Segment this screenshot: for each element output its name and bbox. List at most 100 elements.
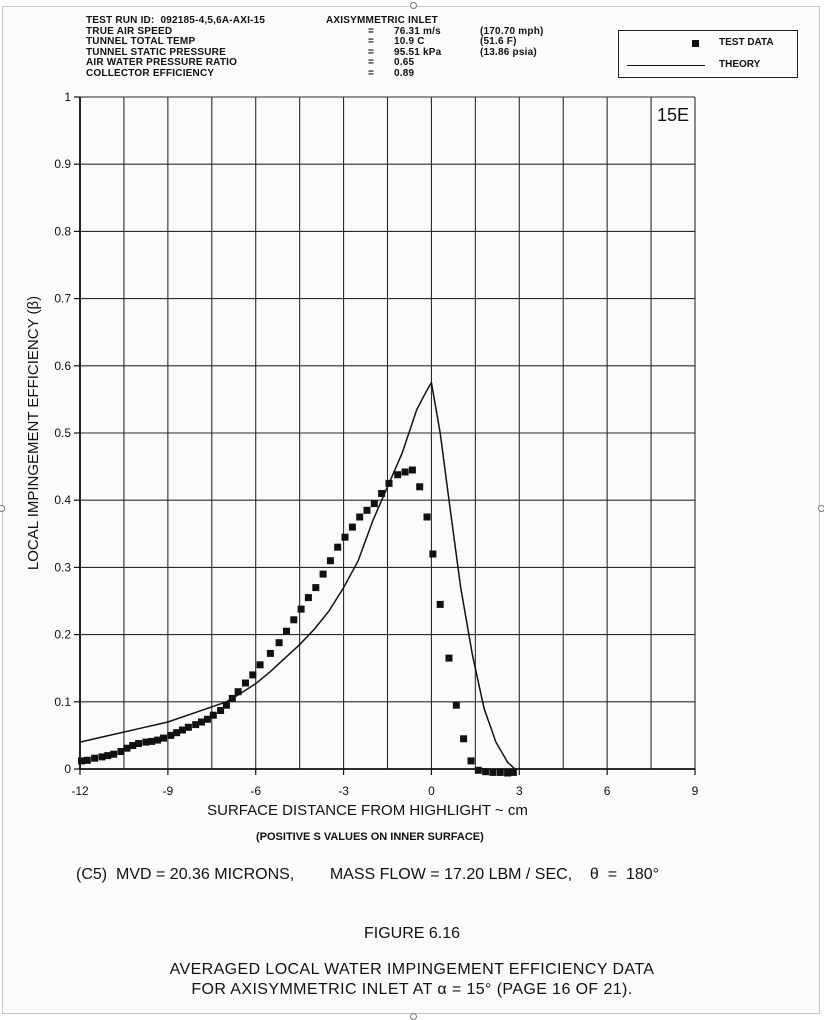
test-data-point [496,768,504,776]
y-tick-label: 0.3 [54,560,71,574]
test-data-point [429,550,437,558]
legend-entry-theory: THEORY [619,57,797,75]
x-tick-label: -6 [250,784,261,798]
test-data-point [326,557,334,565]
condition-row: COLLECTOR EFFICIENCY = 0.89 [86,68,606,80]
test-data-point [167,731,175,739]
test-run-row: TEST RUN ID: 092185-4,5,6A-AXI-15 AXISYM… [86,15,606,27]
test-data-point [460,735,468,743]
test-data-point [192,721,200,729]
condition-alt-value: (51.6 F) [480,36,517,48]
test-conditions-header: TEST RUN ID: 092185-4,5,6A-AXI-15 AXISYM… [86,15,606,80]
resize-handle-bottom[interactable] [410,1013,417,1020]
condition-label: TRUE AIR SPEED [86,25,173,37]
test-data-point [423,513,431,521]
test-run-label-line: TEST RUN ID: 092185-4,5,6A-AXI-15 [86,15,266,27]
test-data-point [160,734,167,742]
condition-label: TUNNEL TOTAL TEMP [86,36,196,48]
line-marker-icon [627,65,705,66]
chart-legend: TEST DATA THEORY [618,30,798,78]
y-tick-label: 0.2 [54,628,71,642]
test-data-point [304,594,312,602]
test-data-point [78,757,85,765]
test-data-point [370,500,378,508]
condition-label: TUNNEL STATIC PRESSURE [86,46,226,58]
test-data-point [129,742,137,749]
condition-value: 76.31 m/s [394,25,441,37]
x-tick-label: 3 [516,784,523,798]
legend-label: TEST DATA [719,37,774,48]
test-data-point [445,654,453,662]
legend-entry-test-data: TEST DATA [619,35,797,53]
test-data-point [290,616,298,624]
test-data-point [394,471,402,479]
x-tick-label: -12 [71,784,89,798]
test-data-point [91,754,99,762]
test-run-id: 092185-4,5,6A-AXI-15 [160,15,266,26]
resize-handle-left[interactable] [0,505,5,512]
test-data-point [467,757,475,765]
resize-handle-right[interactable] [818,505,824,512]
panel-label: 15E [657,105,689,125]
test-data-point [312,584,320,592]
x-axis-label: SURFACE DISTANCE FROM HIGHLIGHT ~ cm [207,802,528,819]
condition-eq: = [368,36,375,48]
theory-line [79,380,517,771]
test-data-point [319,570,327,578]
y-tick-label: 0 [64,762,71,776]
figure-title-line-2: FOR AXISYMMETRIC INLET AT α = 15° (PAGE … [191,981,633,998]
y-tick-label: 0.7 [54,292,71,306]
x-tick-label: 6 [604,784,611,798]
test-data-point [98,753,106,761]
test-data-point [489,768,497,776]
resize-handle-top[interactable] [410,2,417,9]
test-data-point [275,639,283,647]
test-data-point [83,756,91,764]
y-tick-label: 1 [64,90,71,104]
test-conditions-caption: (C5) MVD = 20.36 MICRONS, MASS FLOW = 17… [76,866,660,883]
test-data-point [184,723,192,731]
test-data-point [378,490,386,497]
test-data-point [148,737,156,745]
test-data-point [416,483,424,491]
test-data-point [363,506,371,514]
condition-label: AIR WATER PRESSURE RATIO [86,57,238,69]
x-tick-label: -3 [338,784,349,798]
test-data-point [173,729,181,737]
y-tick-label: 0.5 [54,426,71,440]
impingement-chart: -12 -9 -6 -3 0 3 6 9 0 0.1 0.2 0.3 0.4 0.5 0.6 0.7 0.8 0.… [25,90,699,819]
positive-s-note: (POSITIVE S VALUES ON INNER SURFACE) [256,831,484,843]
y-axis-label: LOCAL IMPINGEMENT EFFICIENCY (β) [25,296,42,570]
figure-number: FIGURE 6.16 [363,925,461,942]
test-data-point [142,738,150,746]
document-page [2,6,820,1014]
condition-alt-value: (170.70 mph) [480,25,544,37]
x-tick-label: 0 [428,784,435,798]
condition-value: 0.65 [394,57,415,69]
condition-row: TUNNEL TOTAL TEMP = 10.9 C (51.6 F) [86,37,606,48]
test-data-point [341,533,349,541]
figure-title-line-1: AVERAGED LOCAL WATER IMPINGEMENT EFFICIE… [169,961,655,978]
test-data-point [203,715,211,723]
test-data-point [249,671,257,679]
condition-value: 95.51 kPa [394,46,442,58]
legend-label: THEORY [719,59,761,70]
test-data-point [504,769,512,777]
test-data-point [179,726,186,734]
test-data-point [135,740,143,747]
y-tick-label: 0.6 [54,359,71,373]
test-data-point [401,468,409,476]
test-run-label: TEST RUN ID: [86,15,155,26]
test-data-point [348,523,356,531]
condition-value: 10.9 C [394,36,425,48]
condition-eq: = [368,25,375,37]
condition-eq: = [368,46,375,58]
condition-alt-value: (13.86 psia) [480,46,537,58]
test-data-point [217,707,225,714]
test-data-point [123,744,131,752]
test-data-point [222,701,230,709]
test-data-point [283,627,290,635]
test-data-point [356,513,364,521]
test-data-point [242,679,249,687]
x-tick-label: 9 [692,784,699,798]
